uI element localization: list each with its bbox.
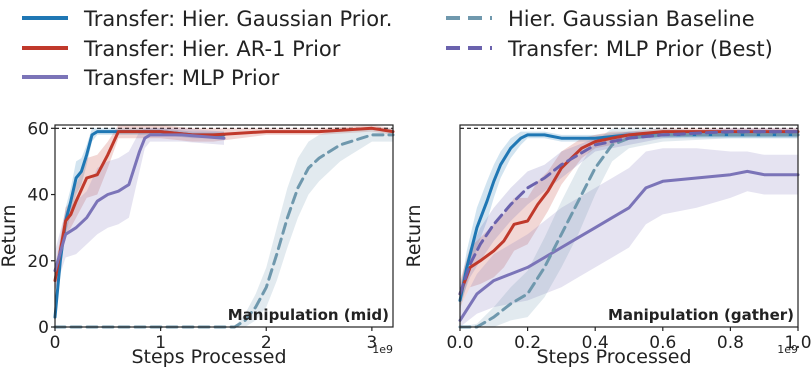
panel-manipulation-mid: 0 1 2 3 0 20 40 60 Steps Processed Return 1e9 Manip… (0, 119, 395, 368)
series-line-1 (53, 126, 395, 283)
plot-frame (459, 124, 799, 328)
series-bands (55, 125, 393, 327)
series-line-1 (458, 130, 800, 296)
x-multiplier-label: 1e9 (777, 343, 798, 356)
panel-manipulation-gather: 0.0 0.2 0.4 0.6 0.8 1.0 Steps Processed Return 1… (403, 124, 812, 368)
series-band-3 (55, 128, 393, 327)
y-tick-label: 0 (38, 318, 49, 338)
y-tick-label: 60 (27, 119, 49, 139)
series-line-2 (458, 169, 800, 322)
legend-label-0: Transfer: Hier. Gaussian Prior. (83, 7, 392, 31)
series-band-4 (460, 128, 798, 304)
x-tick-label: 1.0 (784, 333, 811, 353)
x-tick-label: 0.4 (582, 333, 609, 353)
x-tick-label: 0.8 (717, 333, 744, 353)
x-tick-label: 0.6 (649, 333, 676, 353)
x-axis-label: Steps Processed (131, 346, 286, 368)
legend-label-4: Transfer: MLP Prior (Best) (507, 37, 773, 61)
x-tick-label: 0 (50, 333, 61, 353)
series-band-2 (460, 148, 798, 327)
legend: Transfer: Hier. Gaussian Prior. Transfer:… (22, 7, 773, 90)
x-tick-label: 0.2 (514, 333, 541, 353)
legend-label-1: Transfer: Hier. AR-1 Prior (83, 37, 341, 61)
series-line-0 (458, 133, 800, 302)
series-band-2 (55, 128, 224, 291)
x-tick-label: 2 (261, 333, 272, 353)
y-axis-label: Return (403, 204, 425, 267)
series-lines (458, 130, 800, 329)
legend-label-3: Hier. Gaussian Baseline (508, 7, 755, 31)
plot-frame (54, 124, 394, 328)
series-band-3 (460, 128, 798, 327)
x-tick-label: 0.0 (446, 333, 473, 353)
series-line-4 (458, 130, 800, 296)
x-multiplier-label: 1e9 (372, 343, 393, 356)
series-line-2 (53, 133, 226, 273)
x-tick-label: 3 (366, 333, 377, 353)
y-tick-label: 20 (27, 252, 49, 272)
legend-label-2: Transfer: MLP Prior (83, 66, 280, 90)
panel-annotation: Manipulation (gather) (608, 306, 794, 324)
series-band-1 (460, 128, 798, 308)
y-axis-label: Return (0, 204, 20, 267)
y-tick-label: 40 (27, 186, 49, 206)
panel-annotation: Manipulation (mid) (228, 306, 389, 324)
x-axis-label: Steps Processed (536, 346, 691, 368)
x-tick-label: 1 (155, 333, 166, 353)
series-bands (460, 128, 798, 327)
